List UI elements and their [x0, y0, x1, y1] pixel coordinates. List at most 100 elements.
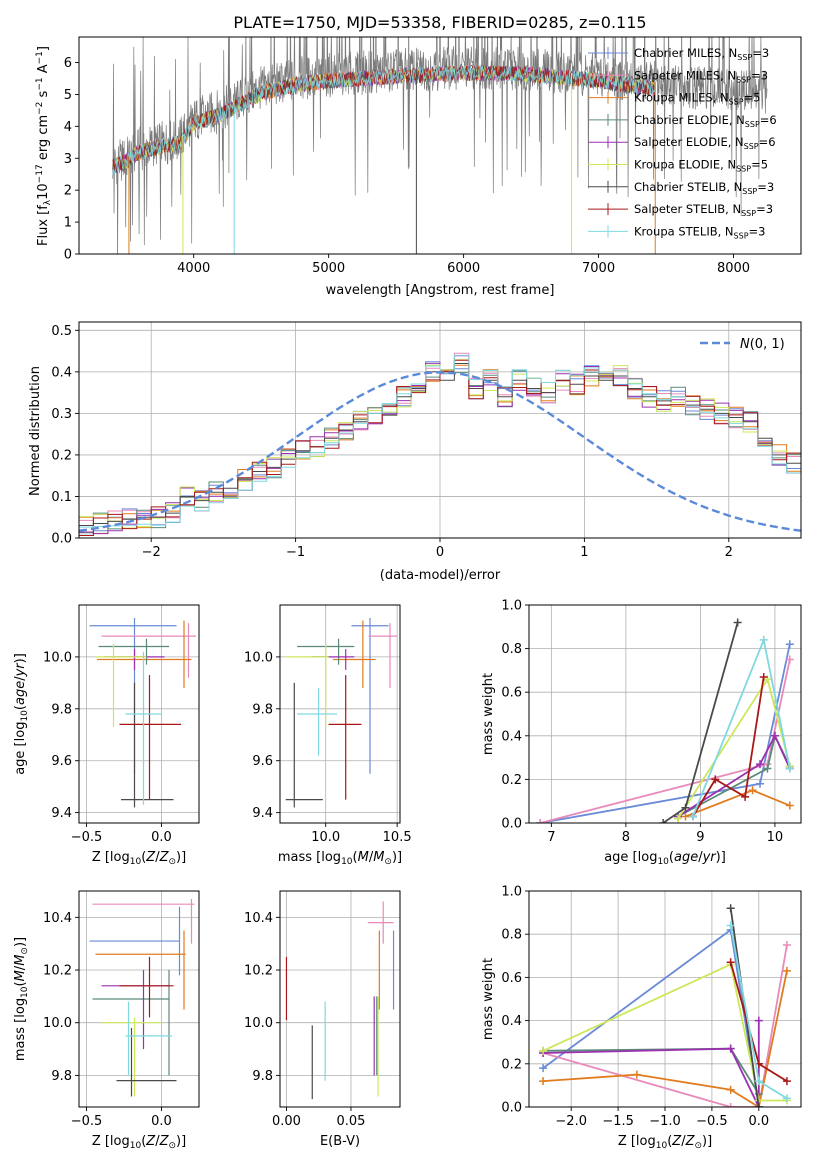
- data-point: [756, 779, 765, 788]
- x-tick-label: −2: [142, 545, 161, 560]
- data-point: [785, 801, 794, 810]
- y-tick-label: 5: [64, 88, 72, 103]
- point-kroupa-miles: [97, 620, 192, 689]
- plot-area: [285, 901, 395, 1100]
- series-line: [692, 676, 765, 817]
- x-tick-label: 10.5: [383, 830, 412, 845]
- data-point: [782, 966, 791, 975]
- point-salpeter-stelib: [119, 675, 181, 800]
- axes-frame: [78, 321, 802, 539]
- data-point: [770, 731, 779, 740]
- x-tick-label: −1.5: [602, 1114, 634, 1129]
- data-point: [674, 814, 683, 823]
- y-tick-label: 0.0: [501, 817, 522, 832]
- data-point: [759, 672, 768, 681]
- data-point: [681, 803, 690, 812]
- data-point: [785, 655, 794, 664]
- y-axis-label: age [log10(age/yr)]: [13, 653, 30, 775]
- x-axis-label: Z [log10(Z/Z⊙)]: [618, 1134, 712, 1151]
- data-point: [782, 1094, 791, 1103]
- x-axis-label: Z [log10(Z/Z⊙)]: [92, 850, 186, 867]
- series-line: [542, 944, 788, 1107]
- x-tick-label: 5000: [312, 261, 345, 276]
- point-kroupa-stelib: [125, 651, 162, 805]
- y-tick-label: 0.5: [51, 324, 72, 339]
- data-point: [733, 618, 742, 627]
- data-point: [711, 775, 720, 784]
- x-axis-label: wavelength [Angstrom, rest frame]: [326, 283, 555, 298]
- legend-label: Chabrier STELIB, NSSP=3: [634, 180, 774, 196]
- axes-frame: [78, 604, 200, 824]
- histogram-kroupa-stelib: [79, 354, 801, 528]
- point-kroupa-stelib: [125, 1001, 172, 1076]
- x-axis-label: (data-model)/error: [380, 568, 501, 583]
- normal-curve: [79, 371, 801, 532]
- data-point: [539, 1046, 548, 1055]
- data-point: [754, 1016, 763, 1025]
- point-chabrier-miles: [351, 617, 389, 774]
- point-chabrier-stelib: [116, 1027, 177, 1097]
- y-tick-label: 9.8: [51, 702, 72, 717]
- y-tick-label: 0.4: [501, 1014, 522, 1029]
- y-axis-label: mass [log10(M/M⊙)]: [13, 937, 30, 1061]
- y-tick-label: 0.6: [501, 686, 522, 701]
- x-tick-label: 0.00: [272, 1114, 301, 1129]
- y-tick-label: 0.0: [501, 1101, 522, 1116]
- y-tick-label: 3: [64, 152, 72, 167]
- y-tick-label: 0.8: [501, 928, 522, 943]
- y-tick-label: 6: [64, 56, 72, 71]
- data-point: [539, 1064, 548, 1073]
- data-point: [632, 1070, 641, 1079]
- point-kroupa-miles: [95, 930, 186, 1010]
- series-chabrier-stelib: [659, 618, 742, 823]
- x-tick-label: 0.0: [748, 1114, 769, 1129]
- x-tick-label: 6000: [447, 261, 480, 276]
- data-point: [785, 764, 794, 773]
- legend-label: Salpeter MILES, NSSP=3: [634, 68, 768, 84]
- x-tick-label: 8: [622, 830, 630, 845]
- y-axis-label: Flux [fλ10−17 erg cm−2 s−1 A−1]: [35, 46, 53, 246]
- legend-label: N(0, 1): [740, 337, 785, 352]
- y-tick-label: 0.0: [51, 532, 72, 547]
- x-tick-label: 0.0: [151, 830, 172, 845]
- y-tick-label: 10.0: [244, 650, 273, 665]
- plot-area: [79, 352, 801, 536]
- axes-frame: [528, 604, 802, 824]
- x-axis-label: E(B-V): [320, 1134, 360, 1149]
- y-tick-label: 0: [64, 248, 72, 263]
- y-tick-label: 9.8: [252, 1069, 273, 1084]
- legend-label: Kroupa MILES, NSSP=5: [634, 91, 760, 107]
- x-tick-label: −0.5: [696, 1114, 728, 1129]
- data-point: [726, 921, 735, 930]
- point-kroupa-miles: [332, 620, 376, 689]
- y-tick-label: 10.4: [244, 911, 273, 926]
- x-tick-label: −2.0: [555, 1114, 587, 1129]
- point-salpeter-miles: [92, 898, 195, 944]
- data-point: [756, 760, 765, 769]
- series-salpeter-stelib: [688, 672, 768, 821]
- panels: 4000 5000 6000 7000 8000 0 1 2 3 4 5 6 Chabrier MILE…: [13, 36, 802, 1151]
- y-tick-label: 9.4: [252, 806, 273, 821]
- point-kroupa-stelib: [297, 688, 338, 756]
- point-chabrier-elodie: [98, 638, 169, 665]
- data-point: [726, 1044, 735, 1053]
- x-tick-label: 2: [725, 545, 733, 560]
- figure-title: PLATE=1750, MJD=53358, FIBERID=0285, z=0…: [233, 13, 646, 32]
- data-point: [681, 812, 690, 821]
- point-salpeter-elodie: [101, 970, 169, 1050]
- histogram-kroupa-miles: [79, 364, 801, 534]
- data-point: [754, 1103, 763, 1107]
- series-kroupa-stelib: [726, 921, 791, 1103]
- point-salpeter-stelib: [328, 675, 362, 800]
- axes-frame: [279, 890, 401, 1108]
- y-tick-label: 0.2: [51, 448, 72, 463]
- series-salpeter-miles: [536, 655, 794, 823]
- panel-mass-weight-vs-age: 7 8 9 10 0.0 0.2 0.4 0.6 0.8 1.0 age [log10(age/yr…: [481, 599, 802, 867]
- y-tick-label: 10.0: [244, 1016, 273, 1031]
- legend-label: Chabrier ELODIE, NSSP=6: [634, 113, 777, 129]
- histogram-salpeter-stelib: [79, 359, 801, 536]
- y-axis-label: mass weight: [481, 673, 496, 755]
- series-line: [543, 1047, 760, 1095]
- series-line: [542, 963, 787, 1102]
- y-tick-label: 10.4: [43, 911, 72, 926]
